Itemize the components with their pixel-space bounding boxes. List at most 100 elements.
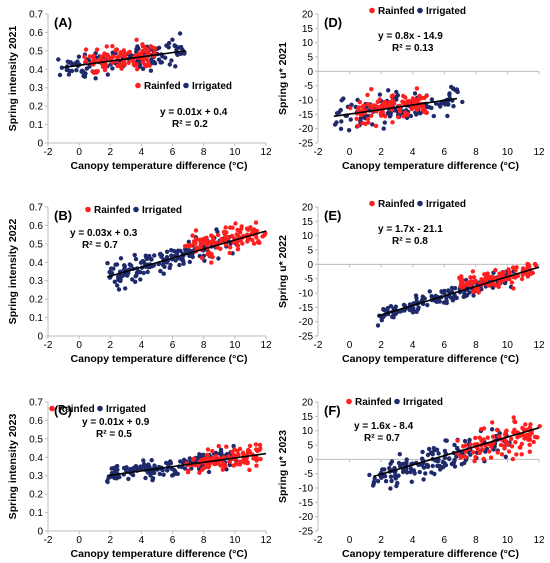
irrigated-point [57,72,63,78]
rainfed-point [254,458,259,463]
rainfed-point [102,67,108,73]
irrigated-point [338,126,344,131]
x-tick-label: 0 [76,147,82,158]
y-tick-label: 15 [302,24,314,35]
y-axis-title: Spring u* 2021 [277,42,289,115]
irrigated-point [164,255,170,260]
legend-marker-rainfed [346,398,352,405]
rainfed-point [229,233,235,239]
rainfed-point [472,458,477,464]
irrigated-point [121,465,127,471]
rainfed-point [256,239,261,244]
irrigated-point [169,466,175,472]
irrigated-point [72,61,78,66]
irrigated-point [460,99,465,105]
rainfed-point [143,46,148,51]
r-squared-label: R² = 0.7 [364,433,400,444]
irrigated-point [116,287,122,292]
rainfed-point [222,231,227,236]
rainfed-point [228,245,233,250]
irrigated-point [455,89,460,95]
y-tick-label: -5 [304,81,313,92]
rainfed-point [250,228,255,233]
rainfed-point [190,233,195,238]
rainfed-point [473,435,478,441]
irrigated-point [446,456,452,461]
y-tick-label: 20 [302,398,314,409]
rainfed-point [477,450,482,456]
rainfed-point [247,467,252,473]
irrigated-point [148,473,153,478]
rainfed-point [192,241,197,246]
legend-marker-irrigated [394,398,400,405]
rainfed-point [193,228,199,233]
legend-label-rainfed: Rainfed [94,205,131,216]
rainfed-point [247,443,253,449]
rainfed-point [468,442,473,447]
irrigated-point [382,120,387,125]
rainfed-point [520,425,525,431]
irrigated-point [164,249,170,254]
legend-marker-irrigated [183,82,189,89]
x-tick-label: 2 [378,147,384,158]
y-tick-label: -20 [299,317,314,328]
y-tick-label: 0.6 [29,221,43,232]
irrigated-point [358,115,364,121]
irrigated-point [213,450,219,456]
rainfed-point [509,280,515,285]
rainfed-point [356,107,361,112]
irrigated-point [338,107,343,113]
x-tick-label: 2 [108,340,114,351]
legend: Rainfed Irrigated [85,205,182,216]
y-axis-title: Spring u* 2023 [277,430,289,503]
rainfed-point [110,54,115,60]
irrigated-point [127,262,132,267]
rainfed-point [491,281,496,287]
irrigated-point [452,296,457,301]
x-tick-label: 6 [170,147,176,158]
x-axis-title: Canopy temperature difference (°C) [71,160,248,172]
x-tick-label: -2 [314,340,323,351]
panel-letter: (E) [324,208,341,223]
irrigated-point [334,111,340,116]
irrigated-point [461,294,466,299]
irrigated-point [467,290,472,295]
rainfed-point [495,428,501,433]
irrigated-point [423,471,428,476]
y-tick-label: -5 [304,469,313,480]
rainfed-point [519,452,524,457]
rainfed-point [479,277,484,282]
rainfed-point [99,54,104,59]
irrigated-point [141,458,146,463]
legend-label-irrigated: Irrigated [142,205,182,216]
rainfed-point [91,53,96,59]
rainfed-point [215,232,221,238]
irrigated-point [395,93,400,98]
rainfed-point [213,454,219,459]
irrigated-point [178,248,183,254]
rainfed-point [514,452,519,457]
scatter-points [105,220,268,292]
panel-letter: (C) [54,403,72,418]
rainfed-point [369,87,374,92]
rainfed-point [245,460,250,465]
legend-label-irrigated: Irrigated [106,404,146,415]
y-tick-label: -5 [304,274,313,285]
rainfed-point [397,109,403,114]
irrigated-point [429,470,434,475]
rainfed-point [457,275,462,281]
rainfed-point [418,95,424,100]
irrigated-point [401,461,406,467]
x-tick-label: 2 [108,535,114,546]
irrigated-point [442,455,447,461]
rainfed-point [194,245,199,250]
irrigated-point [81,69,86,75]
irrigated-point [216,256,221,261]
r-squared-label: R² = 0.7 [82,240,118,251]
rainfed-point [140,48,145,54]
rainfed-point [403,110,408,115]
irrigated-point [451,104,456,109]
irrigated-point [379,318,384,323]
rainfed-point [258,446,263,451]
rainfed-point [140,42,145,47]
